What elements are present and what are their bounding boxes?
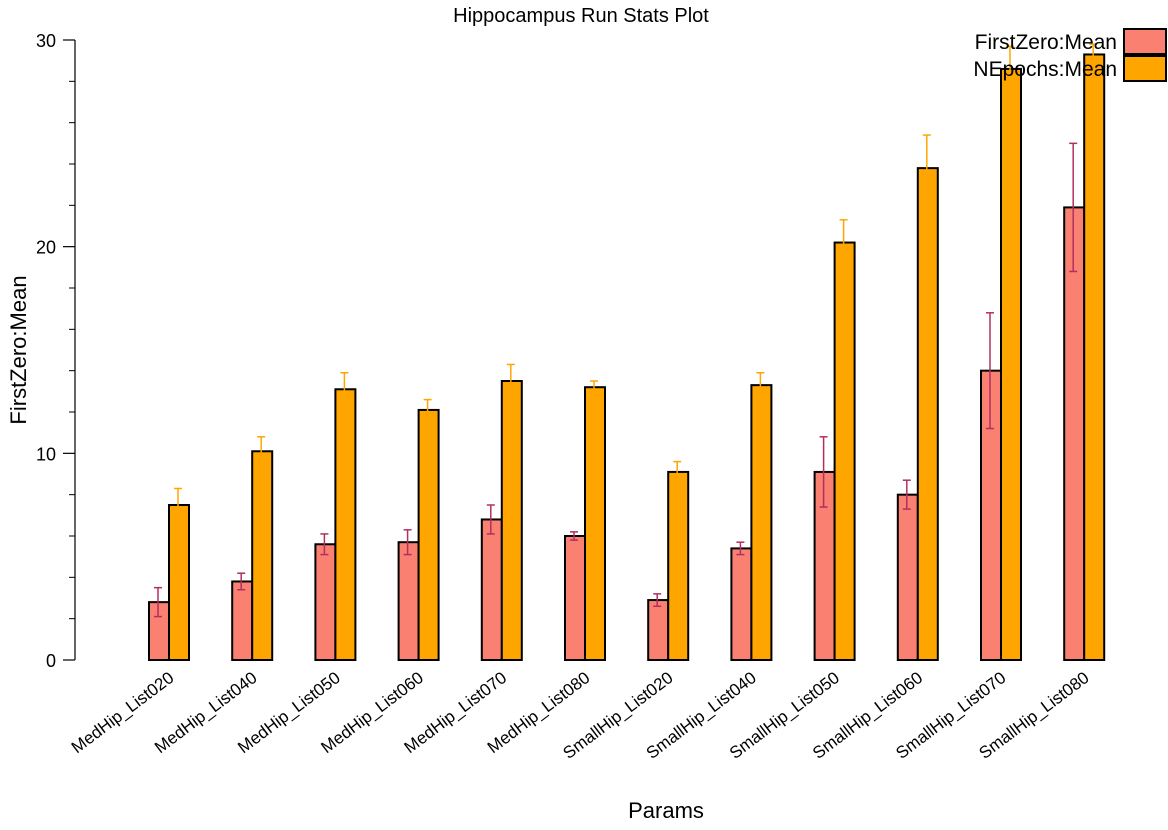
bar-firstzero — [314, 543, 337, 661]
bar-nepochs — [1000, 67, 1022, 661]
error-bar — [570, 531, 578, 541]
bar-firstzero — [231, 580, 254, 662]
error-bar — [673, 460, 682, 484]
bar-nepochs — [168, 504, 190, 661]
y-axis-label: FirstZero:Mean — [6, 275, 31, 424]
legend-label: NEpochs:Mean — [973, 58, 1117, 81]
error-bar — [819, 436, 828, 508]
bar-firstzero — [896, 493, 919, 661]
y-tick-label: 20 — [36, 238, 56, 258]
bar-nepochs — [667, 470, 690, 661]
error-bar — [174, 487, 182, 523]
bar-nepochs — [833, 241, 856, 662]
error-bar — [590, 380, 598, 395]
bar-nepochs — [500, 380, 523, 661]
error-bar — [237, 572, 246, 591]
error-bar — [403, 529, 412, 556]
error-bar — [154, 586, 162, 618]
bar-firstzero — [980, 369, 1002, 661]
error-bar — [423, 398, 432, 422]
error-bar — [320, 533, 329, 556]
error-bar — [1089, 43, 1098, 66]
bar-firstzero — [480, 518, 503, 662]
bar-firstzero — [647, 599, 670, 661]
error-bar — [1069, 142, 1078, 273]
error-bar — [340, 371, 349, 407]
error-bar — [902, 479, 911, 510]
chart-title: Hippocampus Run Stats Plot — [453, 5, 709, 27]
bar-firstzero — [1063, 206, 1086, 661]
legend-swatch — [1123, 55, 1167, 82]
bar-firstzero — [148, 601, 170, 662]
y-tick-label: 10 — [36, 444, 56, 464]
bars — [148, 53, 1106, 662]
error-bar — [986, 312, 994, 430]
bar-firstzero — [813, 470, 836, 661]
axes: 0 10 20 30 — [36, 31, 76, 671]
error-bar — [922, 134, 931, 202]
error-bar — [257, 436, 266, 467]
error-bar — [839, 219, 848, 267]
bar-firstzero — [397, 541, 420, 662]
legend-label: FirstZero:Mean — [975, 31, 1117, 54]
x-tick-labels: MedHip_List020MedHip_List040MedHip_List0… — [68, 668, 1093, 763]
bar-firstzero — [564, 535, 586, 661]
legend: FirstZero:Mean NEpochs:Mean — [973, 28, 1167, 82]
bar-nepochs — [334, 388, 357, 661]
bar-nepochs — [916, 167, 939, 661]
legend-swatch — [1123, 28, 1167, 55]
error-bar — [486, 504, 495, 535]
bar-firstzero — [730, 547, 753, 662]
error-bar — [736, 541, 745, 556]
error-bars — [154, 43, 1098, 618]
y-tick-label: 30 — [36, 31, 56, 51]
error-bar — [506, 363, 515, 399]
bar-nepochs — [417, 408, 440, 661]
error-bar — [653, 593, 662, 608]
bar-nepochs — [584, 386, 606, 661]
y-tick-label: 0 — [46, 651, 56, 671]
error-bar — [756, 371, 765, 399]
error-bar — [1006, 45, 1014, 93]
x-axis-label: Params — [628, 798, 704, 823]
bar-nepochs — [251, 450, 274, 661]
bar-nepochs — [750, 384, 773, 661]
bar-nepochs — [1083, 53, 1106, 661]
